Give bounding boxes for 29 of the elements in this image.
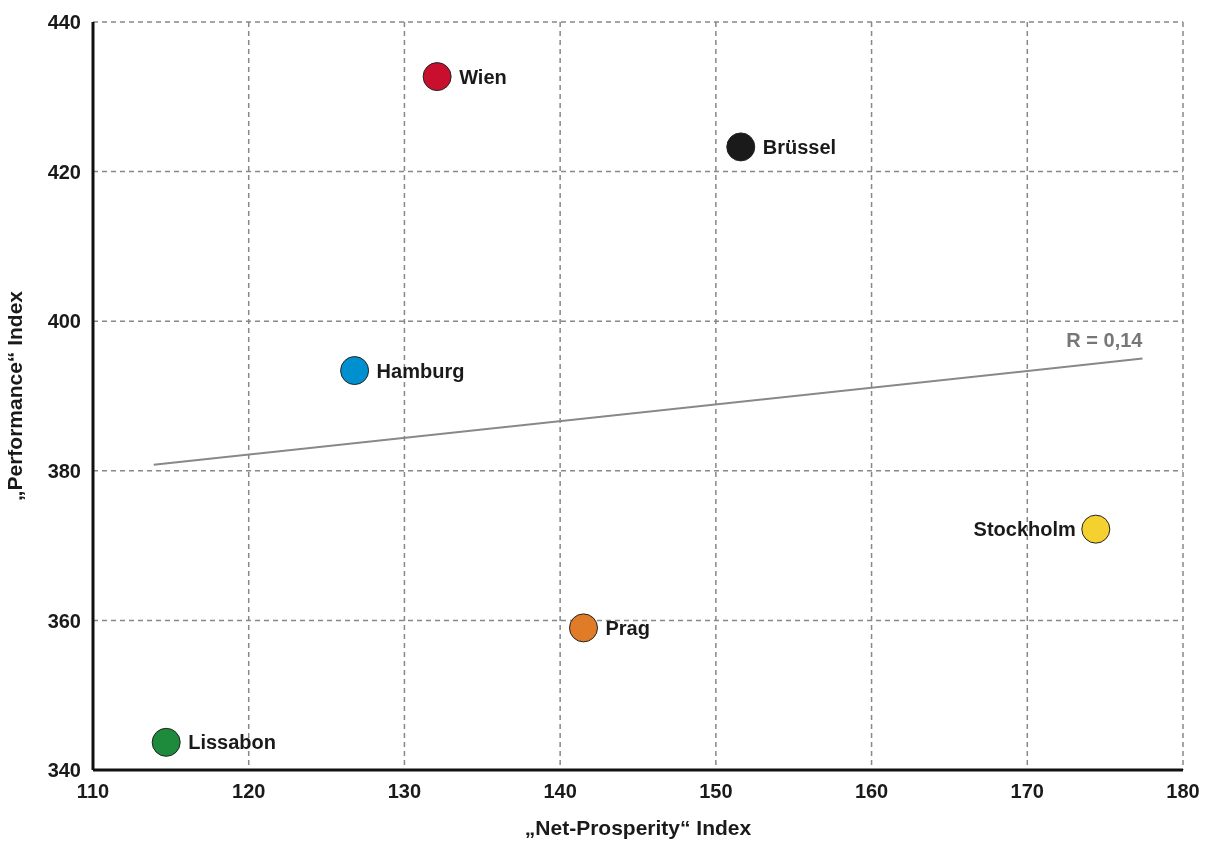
series-label: Hamburg <box>376 359 465 382</box>
point <box>726 132 756 162</box>
x-axis-title: „Net-Prosperity“ Index <box>524 816 752 839</box>
y-axis-title: „Performance“ Index <box>3 290 27 502</box>
x-tick-label: 150 <box>699 780 733 803</box>
y-tick-label: 400 <box>47 310 81 333</box>
y-tick-label: 380 <box>47 459 81 482</box>
point <box>151 727 181 757</box>
series-label: Lissabon <box>188 731 276 754</box>
x-tick-label: 180 <box>1166 780 1200 803</box>
y-tick-label: 420 <box>47 160 81 183</box>
y-tick-label: 340 <box>47 759 81 782</box>
x-tick-label: 110 <box>76 780 110 803</box>
series-label: Prag <box>605 616 650 639</box>
series-label: Wien <box>459 65 507 88</box>
x-tick-label: 120 <box>232 780 266 803</box>
series-label: Brüssel <box>762 135 837 158</box>
x-tick-label: 140 <box>543 780 577 803</box>
y-tick-label: 360 <box>47 609 81 632</box>
series-label: Stockholm <box>973 518 1076 541</box>
x-tick-label: 130 <box>387 780 422 803</box>
point <box>569 613 598 643</box>
point <box>1081 514 1111 544</box>
x-tick-label: 170 <box>1010 780 1044 803</box>
x-tick-label: 160 <box>854 780 889 803</box>
annotation: R = 0,14 <box>1066 328 1144 351</box>
point <box>340 356 370 386</box>
point <box>422 62 452 92</box>
y-tick-label: 440 <box>47 11 81 34</box>
